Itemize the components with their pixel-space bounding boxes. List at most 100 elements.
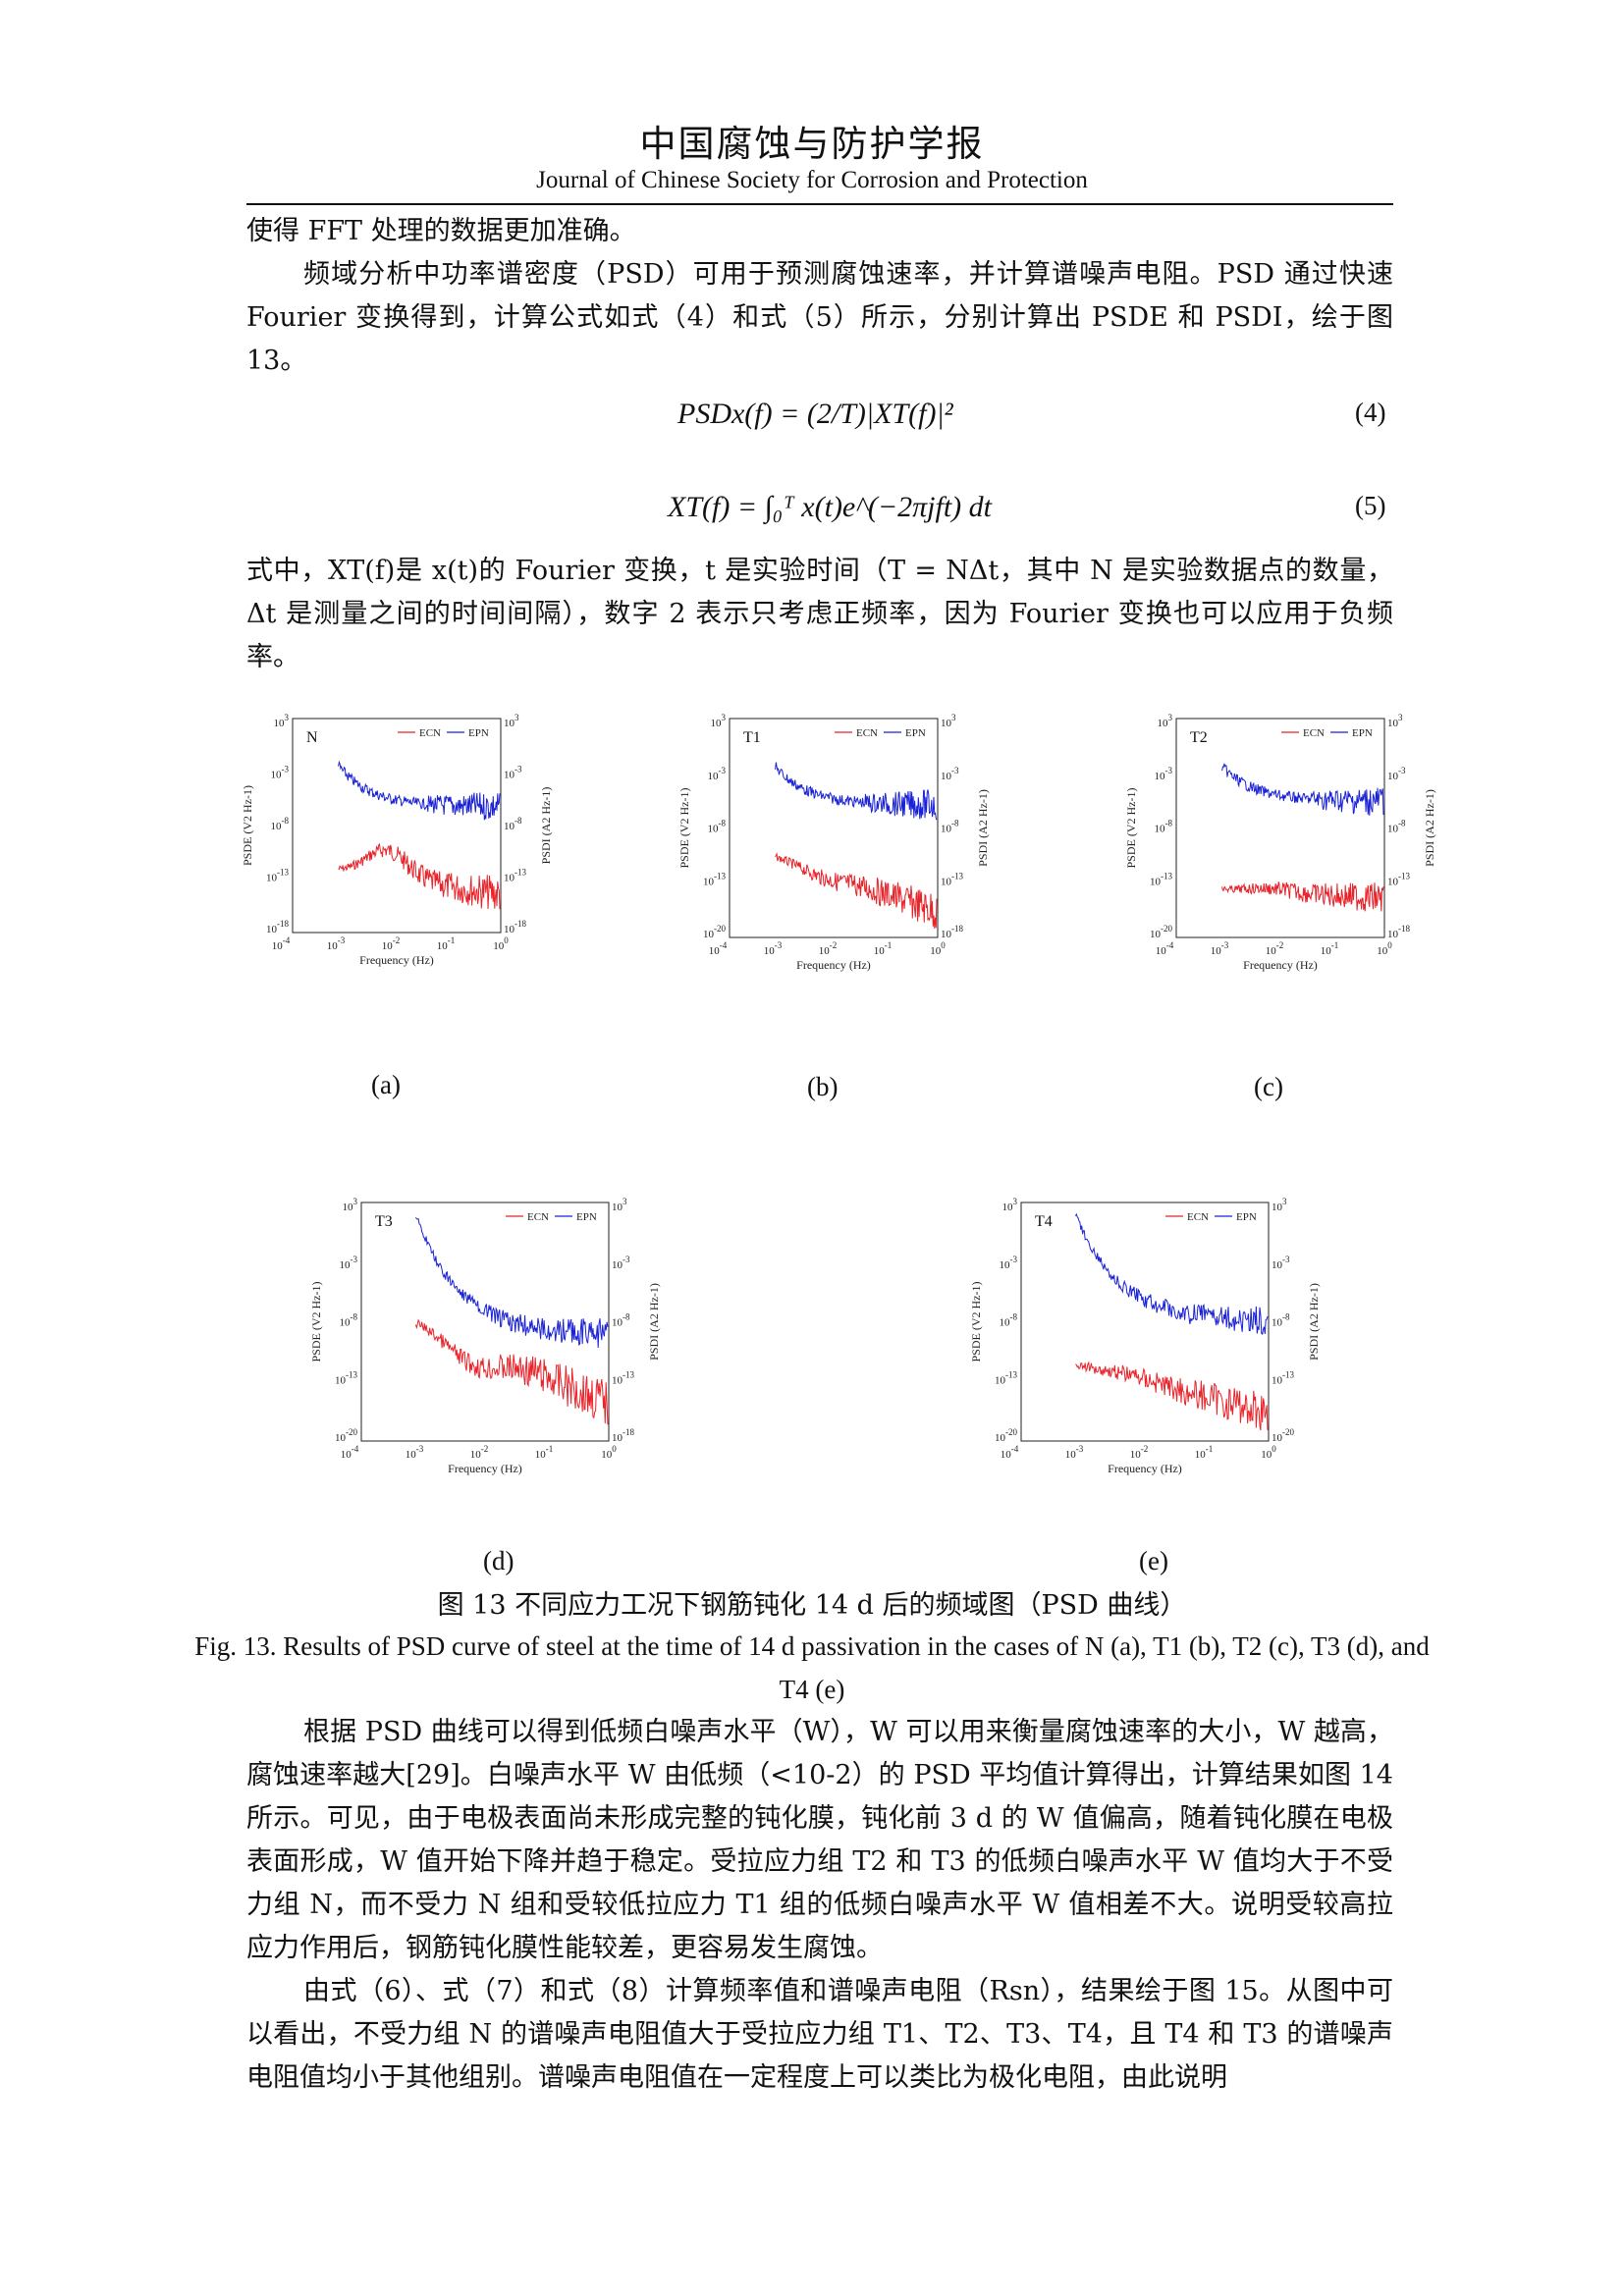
y-tick-left: 10-20 xyxy=(995,1427,1017,1444)
x-tick: 100 xyxy=(1377,940,1392,957)
x-tick: 10-1 xyxy=(1321,940,1339,957)
x-axis-label: Frequency (Hz) xyxy=(1243,958,1318,972)
paragraph-5: 由式（6）、式（7）和式（8）计算频率值和谱噪声电阻（Rsn），结果绘于图 15… xyxy=(246,1976,1393,2093)
psd-panel-t3: 103 10-3 10-8 10-13 10-20 103 10-3 10-8 10-13 10-… xyxy=(309,1197,661,1475)
x-tick: 10-3 xyxy=(406,1444,424,1461)
y-tick-left: 10-8 xyxy=(708,819,727,835)
y-axis-label-left: PSDE (V2 Hz-1) xyxy=(309,1282,323,1362)
ecn-curve xyxy=(338,842,501,910)
x-tick: 10-1 xyxy=(535,1444,554,1461)
x-tick: 10-4 xyxy=(341,1444,359,1461)
y-axis-label-left: PSDE (V2 Hz-1) xyxy=(969,1282,983,1362)
y-tick-right: 10-3 xyxy=(1387,766,1406,782)
y-axis-label-right: PSDI (A2 Hz-1) xyxy=(976,789,990,867)
paragraph-1: 使得 FFT 处理的数据更加准确。 xyxy=(246,216,636,246)
psd-panel-n: 103 10-3 10-8 10-13 10-18 103 10-3 10-8 10-13 10-… xyxy=(241,713,553,967)
y-tick-left: 10-18 xyxy=(266,919,289,935)
ecn-curve xyxy=(1075,1361,1269,1431)
x-axis-label: Frequency (Hz) xyxy=(796,958,871,972)
y-tick-right: 10-8 xyxy=(504,816,522,832)
panel-name: T3 xyxy=(375,1213,393,1230)
journal-title-cn: 中国腐蚀与防护学报 xyxy=(639,123,985,165)
x-tick: 10-3 xyxy=(764,940,783,957)
y-tick-left: 10-8 xyxy=(1155,819,1173,835)
y-tick-right: 10-13 xyxy=(941,871,963,887)
psd-panel-t2: 103 10-3 10-8 10-13 10-20 103 10-3 10-8 10-13 10-… xyxy=(1124,713,1436,972)
y-tick-left: 10-8 xyxy=(340,1312,358,1329)
x-tick: 10-3 xyxy=(1211,940,1229,957)
y-tick-right: 10-18 xyxy=(612,1427,634,1444)
y-tick-left: 103 xyxy=(274,713,290,729)
paragraph-2: 频域分析中功率谱密度（PSD）可用于预测腐蚀速率，并计算谱噪声电阻。PSD 通过… xyxy=(246,259,1393,376)
panel-name: T2 xyxy=(1190,729,1208,746)
legend-epn-label: EPN xyxy=(1352,727,1373,739)
panel-sublabel: (d) xyxy=(483,1546,514,1575)
x-tick: 10-4 xyxy=(1156,940,1174,957)
x-tick: 10-2 xyxy=(819,940,838,957)
legend-epn-label: EPN xyxy=(576,1211,597,1223)
y-tick-right: 10-20 xyxy=(1272,1427,1294,1444)
y-tick-right: 10-3 xyxy=(941,766,959,782)
y-tick-left: 103 xyxy=(711,713,727,729)
y-tick-left: 10-8 xyxy=(1000,1312,1018,1329)
y-tick-right: 10-13 xyxy=(1272,1369,1294,1386)
y-tick-left: 103 xyxy=(1002,1197,1018,1213)
y-tick-right: 10-8 xyxy=(612,1312,630,1329)
y-tick-left: 10-20 xyxy=(703,924,726,940)
y-axis-label-right: PSDI (A2 Hz-1) xyxy=(539,787,553,865)
x-axis-label: Frequency (Hz) xyxy=(1108,1462,1182,1475)
panel-name: T1 xyxy=(743,729,761,746)
y-axis-label-left: PSDE (V2 Hz-1) xyxy=(241,785,254,866)
y-axis-label-left: PSDE (V2 Hz-1) xyxy=(1124,788,1138,869)
x-tick: 10-2 xyxy=(1266,940,1284,957)
x-tick: 100 xyxy=(930,940,946,957)
ecn-curve xyxy=(414,1318,609,1425)
x-axis-label: Frequency (Hz) xyxy=(359,953,434,967)
y-tick-right: 103 xyxy=(941,713,956,729)
x-tick: 10-2 xyxy=(470,1444,489,1461)
ecn-curve xyxy=(1221,881,1384,912)
x-tick: 100 xyxy=(1261,1444,1276,1461)
y-tick-left: 10-13 xyxy=(995,1369,1017,1386)
y-tick-right: 10-8 xyxy=(941,819,959,835)
y-tick-left: 10-13 xyxy=(1150,871,1172,887)
plot-frame xyxy=(1175,718,1385,938)
y-tick-right: 10-13 xyxy=(1387,871,1410,887)
x-tick: 100 xyxy=(493,935,509,952)
y-tick-left: 10-3 xyxy=(1155,766,1173,782)
epn-curve xyxy=(415,1217,609,1349)
x-tick: 10-4 xyxy=(272,935,291,952)
y-tick-right: 10-3 xyxy=(1272,1255,1290,1271)
x-tick: 10-3 xyxy=(327,935,346,952)
y-tick-right: 103 xyxy=(504,713,519,729)
x-tick: 10-1 xyxy=(874,940,893,957)
y-tick-right: 10-18 xyxy=(1387,924,1410,940)
plot-frame xyxy=(729,718,939,938)
y-tick-right: 10-3 xyxy=(612,1255,630,1271)
y-tick-left: 10-13 xyxy=(703,871,726,887)
header-rule xyxy=(246,203,1393,205)
panel-name: N xyxy=(306,729,318,746)
legend-epn-label: EPN xyxy=(468,727,489,739)
y-tick-right: 10-8 xyxy=(1272,1312,1290,1329)
equation-5-body: XT(f) = ∫₀ᵀ x(t)e^(−2πjft) dt xyxy=(668,491,992,523)
paragraph-3: 式中，XT(f)是 x(t)的 Fourier 变换，t 是实验时间（T = N… xyxy=(246,556,1393,672)
legend-ecn-label: ECN xyxy=(527,1211,549,1223)
x-tick: 10-4 xyxy=(709,940,728,957)
y-axis-label-right: PSDI (A2 Hz-1) xyxy=(1423,789,1436,867)
equation-4-number: (4) xyxy=(1355,398,1386,427)
panel-sublabel: (b) xyxy=(807,1072,839,1101)
y-tick-left: 10-20 xyxy=(335,1427,357,1444)
panel-name: T4 xyxy=(1035,1213,1053,1230)
x-tick: 10-3 xyxy=(1065,1444,1084,1461)
y-tick-right: 10-18 xyxy=(941,924,963,940)
y-axis-label-left: PSDE (V2 Hz-1) xyxy=(677,788,691,869)
legend-ecn-label: ECN xyxy=(856,727,878,739)
x-tick: 10-1 xyxy=(437,935,456,952)
x-tick: 100 xyxy=(601,1444,617,1461)
y-tick-left: 10-3 xyxy=(271,765,290,781)
legend-ecn-label: ECN xyxy=(1303,727,1325,739)
panel-sublabel: (e) xyxy=(1139,1546,1168,1575)
figure-caption-cn: 图 13 不同应力工况下钢筋钝化 14 d 后的频域图（PSD 曲线） xyxy=(437,1590,1187,1621)
y-axis-label-right: PSDI (A2 Hz-1) xyxy=(647,1283,661,1361)
